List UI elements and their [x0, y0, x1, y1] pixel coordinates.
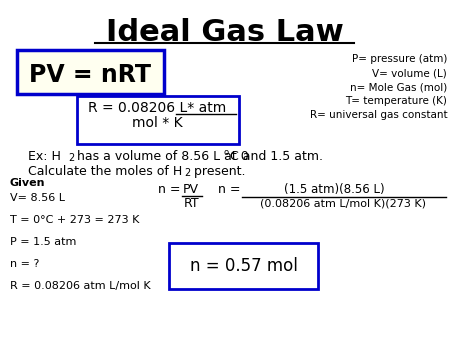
Text: 2: 2: [184, 168, 191, 178]
Text: RT: RT: [184, 197, 199, 210]
Text: mol * K: mol * K: [132, 116, 183, 130]
Text: V= 8.56 L: V= 8.56 L: [10, 193, 65, 203]
Text: PV = nRT: PV = nRT: [29, 63, 151, 87]
Text: Given: Given: [10, 178, 45, 188]
Text: Ex: H: Ex: H: [28, 150, 61, 163]
Text: R= universal gas constant: R= universal gas constant: [310, 110, 447, 120]
Text: T = 0°C + 273 = 273 K: T = 0°C + 273 = 273 K: [10, 215, 140, 225]
Text: PV: PV: [183, 183, 198, 196]
Text: has a volume of 8.56 L at 0: has a volume of 8.56 L at 0: [73, 150, 248, 163]
Text: (1.5 atm)(8.56 L): (1.5 atm)(8.56 L): [284, 183, 385, 196]
Text: n = 0.57 mol: n = 0.57 mol: [189, 257, 297, 275]
Text: C and 1.5 atm.: C and 1.5 atm.: [230, 150, 323, 163]
Text: (0.08206 atm L/mol K)(273 K): (0.08206 atm L/mol K)(273 K): [261, 198, 426, 208]
Text: P = 1.5 atm: P = 1.5 atm: [10, 237, 76, 247]
Text: P= pressure (atm): P= pressure (atm): [352, 54, 447, 64]
FancyBboxPatch shape: [169, 243, 319, 289]
Text: n = ?: n = ?: [10, 259, 39, 269]
Text: T= temperature (K): T= temperature (K): [345, 96, 447, 106]
FancyBboxPatch shape: [17, 50, 164, 94]
Text: n= Mole Gas (mol): n= Mole Gas (mol): [350, 82, 447, 92]
Text: V= volume (L): V= volume (L): [373, 68, 447, 78]
Text: Ideal Gas Law: Ideal Gas Law: [106, 18, 343, 47]
Text: R = 0.08206 L* atm: R = 0.08206 L* atm: [88, 101, 226, 115]
Text: n =: n =: [218, 183, 244, 196]
Text: o: o: [224, 148, 229, 157]
Text: R = 0.08206 atm L/mol K: R = 0.08206 atm L/mol K: [10, 281, 151, 291]
Text: n =: n =: [158, 183, 184, 196]
FancyBboxPatch shape: [77, 96, 238, 144]
Text: 2: 2: [68, 153, 74, 163]
Text: Calculate the moles of H: Calculate the moles of H: [28, 165, 182, 178]
Text: present.: present.: [189, 165, 245, 178]
